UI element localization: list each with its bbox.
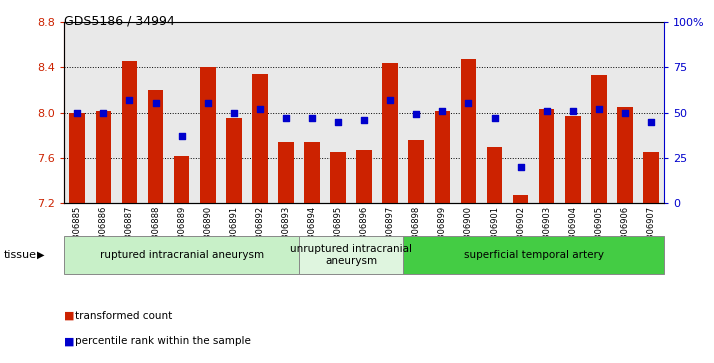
- Bar: [351, 22, 377, 203]
- Bar: [461, 59, 476, 203]
- Bar: [273, 22, 299, 203]
- Bar: [195, 22, 221, 203]
- Bar: [481, 22, 508, 203]
- Bar: [435, 111, 451, 203]
- Bar: [408, 140, 424, 203]
- Bar: [226, 118, 241, 203]
- Bar: [508, 22, 533, 203]
- Bar: [456, 22, 481, 203]
- Point: [593, 106, 605, 112]
- Bar: [356, 150, 372, 203]
- Point: [202, 101, 213, 106]
- Point: [124, 97, 135, 103]
- Text: GDS5186 / 34994: GDS5186 / 34994: [64, 15, 175, 28]
- Point: [150, 101, 161, 106]
- Point: [306, 115, 318, 121]
- Text: ▶: ▶: [37, 250, 45, 260]
- Text: ■: ■: [64, 336, 75, 346]
- Bar: [299, 22, 325, 203]
- Point: [358, 117, 370, 123]
- Text: percentile rank within the sample: percentile rank within the sample: [75, 336, 251, 346]
- Point: [176, 133, 187, 139]
- Bar: [331, 152, 346, 203]
- Bar: [278, 142, 293, 203]
- Bar: [96, 111, 111, 203]
- Point: [541, 108, 553, 114]
- Bar: [64, 22, 91, 203]
- Point: [385, 97, 396, 103]
- Point: [228, 110, 239, 115]
- Bar: [200, 67, 216, 203]
- Point: [567, 108, 578, 114]
- Bar: [612, 22, 638, 203]
- Bar: [560, 22, 585, 203]
- Bar: [533, 22, 560, 203]
- Point: [619, 110, 630, 115]
- Bar: [325, 22, 351, 203]
- Bar: [617, 107, 633, 203]
- Bar: [513, 195, 528, 203]
- Bar: [91, 22, 116, 203]
- Text: ruptured intracranial aneurysm: ruptured intracranial aneurysm: [99, 250, 263, 260]
- Bar: [304, 142, 320, 203]
- Bar: [643, 152, 659, 203]
- Point: [463, 101, 474, 106]
- Bar: [403, 22, 429, 203]
- Bar: [116, 22, 143, 203]
- Bar: [539, 109, 555, 203]
- Bar: [69, 113, 85, 203]
- Bar: [638, 22, 664, 203]
- Bar: [174, 156, 189, 203]
- Point: [645, 119, 657, 125]
- Point: [98, 110, 109, 115]
- Text: unruptured intracranial
aneurysm: unruptured intracranial aneurysm: [290, 244, 412, 266]
- Bar: [143, 22, 169, 203]
- Bar: [221, 22, 247, 203]
- Bar: [591, 75, 607, 203]
- Point: [280, 115, 291, 121]
- Text: tissue: tissue: [4, 250, 36, 260]
- Bar: [565, 116, 580, 203]
- Point: [71, 110, 83, 115]
- Text: ■: ■: [64, 311, 75, 321]
- Point: [437, 108, 448, 114]
- Bar: [377, 22, 403, 203]
- Point: [489, 115, 501, 121]
- Bar: [585, 22, 612, 203]
- Text: superficial temporal artery: superficial temporal artery: [463, 250, 603, 260]
- Bar: [121, 61, 137, 203]
- Point: [411, 111, 422, 117]
- Bar: [487, 147, 503, 203]
- Bar: [247, 22, 273, 203]
- Bar: [252, 74, 268, 203]
- Bar: [429, 22, 456, 203]
- Bar: [383, 62, 398, 203]
- Bar: [169, 22, 195, 203]
- Point: [515, 164, 526, 170]
- Bar: [148, 90, 164, 203]
- Point: [254, 106, 266, 112]
- Text: transformed count: transformed count: [75, 311, 172, 321]
- Point: [332, 119, 343, 125]
